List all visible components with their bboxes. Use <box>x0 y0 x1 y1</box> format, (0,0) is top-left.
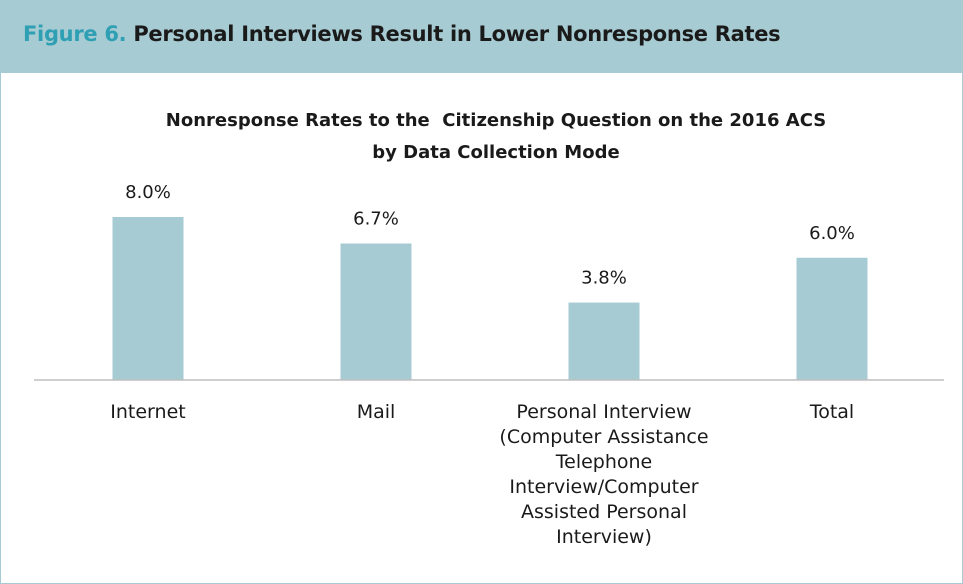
category-label-line: Personal Interview <box>516 401 692 423</box>
category-label-line: Internet <box>110 401 186 423</box>
category-label-line: Assisted Personal <box>521 501 687 523</box>
category-label-line: (Computer Assistance <box>499 426 709 448</box>
bar-4 <box>796 257 868 380</box>
category-label-line: Telephone <box>555 451 653 473</box>
category-label-1: Internet <box>28 400 268 425</box>
data-label-2: 6.7% <box>353 208 399 229</box>
figure-header: Figure 6. Personal Interviews Result in … <box>1 1 962 73</box>
bar-1 <box>112 217 184 380</box>
data-label-4: 6.0% <box>809 223 855 244</box>
bars-group <box>112 217 868 380</box>
category-label-line: Interview/Computer <box>509 476 699 498</box>
figure-heading: Figure 6. Personal Interviews Result in … <box>23 22 781 46</box>
category-label-3: Personal Interview (Computer Assistance Te… <box>484 400 724 550</box>
data-label-1: 8.0% <box>125 182 171 203</box>
figure-label: Figure 6. <box>23 22 127 46</box>
category-label-4: Total <box>712 400 952 425</box>
figure-title: Personal Interviews Result in Lower Nonr… <box>133 22 781 46</box>
chart-title-block: Nonresponse Rates to the Citizenship Que… <box>1 105 963 169</box>
chart-subtitle: by Data Collection Mode <box>372 142 620 163</box>
bar-2 <box>340 243 412 380</box>
chart-title: Nonresponse Rates to the Citizenship Que… <box>165 110 827 131</box>
category-label-line: Mail <box>356 401 396 423</box>
bar-3 <box>568 302 640 380</box>
category-label-line: Total <box>809 401 855 423</box>
category-label-2: Mail <box>256 400 496 425</box>
data-label-3: 3.8% <box>581 268 627 289</box>
category-label-line: Interview) <box>556 526 652 548</box>
data-labels-group: 8.0% 6.7% 3.8% 6.0% <box>125 182 855 289</box>
